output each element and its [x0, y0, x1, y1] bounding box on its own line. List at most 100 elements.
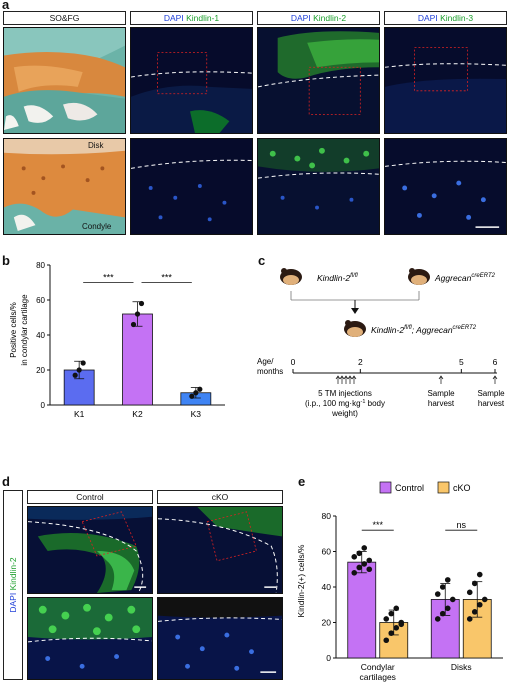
harvest-2-line-2: harvest — [478, 399, 505, 408]
header-cko: cKO — [157, 490, 283, 504]
chart-e-ytick-label: 80 — [322, 511, 332, 521]
chart-b-point — [193, 390, 199, 396]
legend-label-cko: cKO — [453, 483, 471, 493]
kindlin-3-overview-image — [384, 27, 507, 134]
chart-e-point — [449, 596, 456, 603]
chart-b-ylabel-line2: in condylar cartilage — [20, 294, 29, 366]
chart-b-ytick-label: 0 — [41, 401, 46, 410]
chart-e-point — [434, 591, 441, 597]
side-label-box: DAPI Kindlin-2 — [3, 490, 23, 680]
injection-line-3: weight) — [331, 409, 358, 418]
chart-b: Positive cells/% in condylar cartilage 0… — [9, 261, 225, 419]
chart-e-category-label-line2: cartilages — [360, 672, 396, 682]
harvest-arrow-icon-1 — [438, 375, 444, 384]
timeline-tick-label: 6 — [493, 357, 498, 367]
header-so-fg: SO&FG — [3, 11, 126, 25]
panel-a-letter: a — [2, 0, 10, 12]
legend-swatch-control — [379, 481, 392, 494]
chart-e-point — [393, 625, 400, 631]
mouse-icon-2 — [408, 268, 430, 285]
chart-e-point — [351, 570, 358, 576]
chart-b-ytick-label: 80 — [36, 261, 45, 270]
cko-zoom-image — [157, 597, 283, 680]
chart-e-ylabel: Kindlin-2(+) cells/% — [296, 544, 306, 617]
cross-label: Kindlin-2fl/fl; AggrecancreERT2 — [371, 325, 477, 335]
chart-e-point — [476, 571, 483, 578]
chart-e-sig-label: ns — [456, 520, 466, 530]
harvest-arrow-icon-2 — [492, 375, 498, 384]
chart-e-sig-label: *** — [372, 520, 383, 530]
side-label-dapi: DAPI — [8, 592, 18, 613]
chart-e-point — [476, 601, 483, 608]
chart-b-ylabel-line1: Positive cells/% — [9, 302, 18, 358]
kindlin-1-zoom-image — [130, 138, 253, 235]
cross-arrow-icon — [351, 308, 359, 314]
disk-label: Disk — [88, 141, 104, 150]
chart-b-point — [189, 393, 195, 399]
injection-line-1: 5 TM injections — [318, 389, 372, 398]
chart-b-point — [72, 372, 78, 378]
chart-e-point — [398, 621, 405, 628]
chart-e-point — [388, 630, 395, 636]
chart-b-ytick-label: 60 — [36, 296, 45, 305]
chart-e-point — [366, 566, 373, 573]
chart-e-point — [471, 609, 478, 615]
harvest-2-line-1: Sample — [477, 389, 505, 398]
legend-swatch-cko — [437, 481, 450, 494]
chart-b-ytick-label: 20 — [36, 366, 45, 375]
timeline-diagram: Kindlin-2fl/fl AggrecancreERT2 Kindlin-2… — [257, 268, 505, 418]
chart-e-point — [393, 605, 400, 612]
condyle-label: Condyle — [82, 222, 112, 231]
chart-e-point — [439, 610, 446, 617]
panel-c-letter: c — [258, 253, 266, 268]
kindlin-3-zoom-image — [384, 138, 507, 235]
harvest-1-line-2: harvest — [428, 399, 455, 408]
mouse2-label: AggrecancreERT2 — [434, 273, 496, 283]
cko-overview-image — [157, 506, 283, 594]
chart-e-ytick-label: 60 — [322, 547, 332, 557]
chart-e-point — [466, 616, 473, 622]
control-overview-image — [27, 506, 153, 594]
chart-e-point — [361, 545, 368, 551]
panel-b-letter: b — [2, 253, 10, 268]
chart-e-ytick-label: 40 — [322, 582, 332, 592]
chart-b-point — [76, 367, 82, 373]
mouse-icon-1 — [280, 268, 302, 285]
chart-e: Control cKO Kindlin-2(+) cells/% 0 20 40 60… — [296, 481, 503, 682]
header-control: Control — [27, 490, 153, 504]
chart-b-category-label: K1 — [74, 409, 85, 419]
control-zoom-image — [27, 597, 153, 680]
legend: Control cKO — [379, 481, 471, 494]
header-kindlin-3: DAPI Kindlin-3 — [384, 11, 507, 25]
injection-line-2: (i.p., 100 mg·kg-1 body — [305, 399, 385, 408]
age-label-2: months — [257, 367, 283, 376]
timeline-tick-label: 5 — [459, 357, 464, 367]
chart-e-point — [366, 557, 373, 564]
chart-e-marks: *** ns — [347, 520, 492, 659]
chart-e-point — [466, 589, 473, 596]
chart-e-point — [481, 596, 488, 603]
chart-b-marks: *** *** — [63, 273, 212, 406]
chart-e-ytick-label: 0 — [326, 653, 331, 663]
chart-e-point — [383, 616, 390, 622]
chart-b-bar — [122, 313, 153, 406]
chart-b-sig-label: *** — [103, 273, 114, 283]
so-fg-overview-image — [3, 27, 126, 134]
timeline-ticks: 0 2 5 6 — [291, 357, 498, 373]
timeline-tick-label: 0 — [291, 357, 296, 367]
chart-e-category-label: Condylar — [361, 662, 395, 672]
side-label-kindlin-2: Kindlin-2 — [8, 557, 18, 591]
chart-b-category-label: K2 — [132, 409, 143, 419]
header-kindlin-1: DAPI Kindlin-1 — [130, 11, 253, 25]
chart-e-point — [439, 584, 446, 590]
chart-e-point — [351, 554, 358, 560]
panel-e-letter: e — [298, 474, 306, 489]
injection-arrows — [335, 375, 357, 384]
chart-b-point — [134, 311, 141, 317]
harvest-1-line-1: Sample — [427, 389, 455, 398]
legend-label-control: Control — [395, 483, 424, 493]
header-kindlin-2: DAPI Kindlin-2 — [257, 11, 380, 25]
chart-e-point — [356, 564, 363, 571]
chart-b-ytick-label: 40 — [36, 331, 45, 340]
